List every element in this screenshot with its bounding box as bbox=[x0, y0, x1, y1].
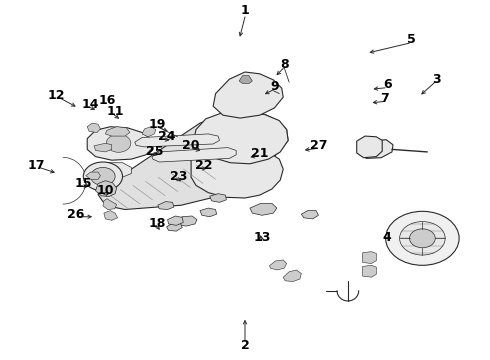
Text: 8: 8 bbox=[280, 58, 289, 71]
Polygon shape bbox=[158, 202, 174, 210]
Polygon shape bbox=[152, 148, 236, 162]
Polygon shape bbox=[250, 203, 277, 215]
Text: 5: 5 bbox=[407, 33, 416, 46]
Text: 4: 4 bbox=[383, 231, 392, 244]
Text: 13: 13 bbox=[253, 231, 271, 244]
Polygon shape bbox=[363, 252, 376, 264]
Text: 3: 3 bbox=[432, 73, 441, 86]
Circle shape bbox=[83, 162, 122, 191]
Text: 1: 1 bbox=[241, 4, 249, 17]
Polygon shape bbox=[168, 216, 183, 225]
Polygon shape bbox=[105, 127, 130, 136]
Polygon shape bbox=[103, 199, 117, 210]
Polygon shape bbox=[93, 163, 131, 177]
Text: 23: 23 bbox=[170, 170, 188, 183]
Polygon shape bbox=[301, 211, 319, 219]
Text: 12: 12 bbox=[48, 89, 65, 102]
Polygon shape bbox=[98, 112, 288, 210]
Polygon shape bbox=[283, 270, 301, 282]
Polygon shape bbox=[142, 127, 156, 137]
Text: 20: 20 bbox=[182, 139, 200, 152]
Polygon shape bbox=[358, 140, 393, 158]
Polygon shape bbox=[191, 144, 283, 198]
Polygon shape bbox=[175, 216, 197, 226]
Text: 14: 14 bbox=[82, 98, 99, 111]
Circle shape bbox=[400, 221, 445, 255]
Text: 2: 2 bbox=[241, 339, 249, 352]
Text: 10: 10 bbox=[97, 184, 114, 197]
Polygon shape bbox=[104, 211, 118, 220]
Polygon shape bbox=[363, 265, 376, 277]
Circle shape bbox=[386, 211, 459, 265]
Text: 21: 21 bbox=[251, 147, 269, 159]
Text: 6: 6 bbox=[383, 78, 392, 91]
Polygon shape bbox=[213, 72, 283, 118]
Polygon shape bbox=[210, 194, 226, 202]
Text: 18: 18 bbox=[148, 217, 166, 230]
Text: 7: 7 bbox=[380, 93, 389, 105]
Text: 19: 19 bbox=[148, 118, 166, 131]
Text: 25: 25 bbox=[146, 145, 163, 158]
Polygon shape bbox=[167, 222, 182, 231]
Polygon shape bbox=[194, 112, 288, 164]
Polygon shape bbox=[86, 172, 100, 179]
Polygon shape bbox=[270, 260, 287, 270]
Circle shape bbox=[91, 167, 115, 185]
Text: 11: 11 bbox=[106, 105, 124, 118]
Polygon shape bbox=[94, 143, 112, 152]
Polygon shape bbox=[135, 134, 220, 147]
Polygon shape bbox=[357, 136, 382, 158]
Polygon shape bbox=[96, 181, 117, 197]
Polygon shape bbox=[239, 76, 252, 84]
Polygon shape bbox=[87, 127, 153, 160]
Text: 9: 9 bbox=[270, 80, 279, 93]
Circle shape bbox=[410, 229, 435, 248]
Text: 15: 15 bbox=[74, 177, 92, 190]
Text: 16: 16 bbox=[98, 94, 116, 107]
Text: 22: 22 bbox=[195, 159, 212, 172]
Text: 26: 26 bbox=[67, 208, 85, 221]
Polygon shape bbox=[87, 123, 100, 132]
Text: 17: 17 bbox=[28, 159, 46, 172]
Polygon shape bbox=[200, 208, 217, 217]
Text: 24: 24 bbox=[158, 130, 175, 143]
Text: 27: 27 bbox=[310, 139, 327, 152]
Circle shape bbox=[106, 134, 131, 152]
